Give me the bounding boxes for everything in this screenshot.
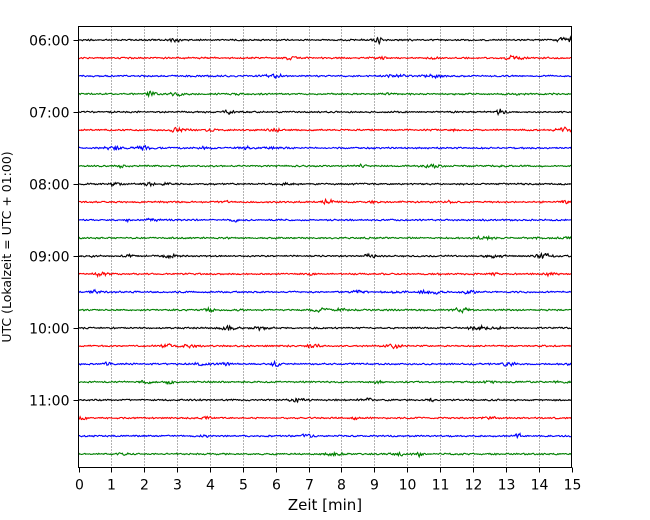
x-tick-label: 5	[239, 478, 248, 494]
x-tick-label: 14	[531, 478, 549, 494]
y-axis-label: UTC (Lokalzeit = UTC + 01:00)	[0, 151, 14, 342]
y-tick-label: 07:00	[29, 106, 69, 122]
x-tick-label: 15	[564, 478, 582, 494]
tick-layer: 0 1 2 3 4 5 6 7 8 9 10 11 12 13 14 1506:0007:0008:0009:…	[29, 34, 581, 494]
trace-line	[78, 217, 572, 224]
trace-line	[78, 234, 572, 242]
trace-line	[78, 432, 572, 440]
trace-line	[78, 144, 572, 152]
x-tick-label: 10	[399, 478, 417, 494]
x-tick-label: 12	[465, 478, 483, 494]
x-tick-label: 8	[337, 478, 346, 494]
trace-line	[78, 163, 572, 170]
x-tick-label: 3	[173, 478, 182, 494]
x-tick-label: 6	[272, 478, 281, 494]
trace-line	[78, 251, 572, 260]
trace-line	[78, 271, 572, 279]
x-tick-label: 13	[498, 478, 516, 494]
x-tick-label: 1	[107, 478, 116, 494]
trace-line	[78, 90, 572, 99]
x-tick-label: 2	[140, 478, 149, 494]
y-tick-label: 06:00	[29, 34, 69, 50]
y-tick-label: 08:00	[29, 178, 69, 194]
x-tick-label: 4	[206, 478, 215, 494]
trace-line	[78, 35, 573, 46]
x-tick-label: 9	[370, 478, 379, 494]
trace-line	[78, 415, 572, 421]
x-tick-label: 0	[75, 478, 84, 494]
trace-line	[78, 359, 572, 368]
trace-line	[78, 305, 572, 314]
trace-line	[78, 108, 572, 117]
trace-layer	[78, 35, 573, 459]
trace-line	[78, 323, 572, 332]
trace-line	[78, 288, 572, 295]
trace-line	[78, 126, 573, 134]
y-tick-label: 09:00	[29, 250, 69, 266]
trace-line	[78, 72, 572, 80]
plot-frame	[78, 26, 572, 468]
y-tick-label: 11:00	[29, 394, 69, 410]
y-tick-label: 10:00	[29, 322, 69, 338]
x-tick-label: 7	[305, 478, 314, 494]
trace-line	[78, 379, 572, 385]
trace-line	[78, 343, 572, 350]
trace-line	[78, 181, 572, 188]
trace-line	[78, 397, 572, 404]
trace-line	[78, 197, 572, 206]
trace-line	[78, 54, 572, 61]
x-tick-label: 11	[432, 478, 450, 494]
trace-line	[78, 450, 572, 459]
x-axis-label: Zeit [min]	[288, 496, 362, 514]
